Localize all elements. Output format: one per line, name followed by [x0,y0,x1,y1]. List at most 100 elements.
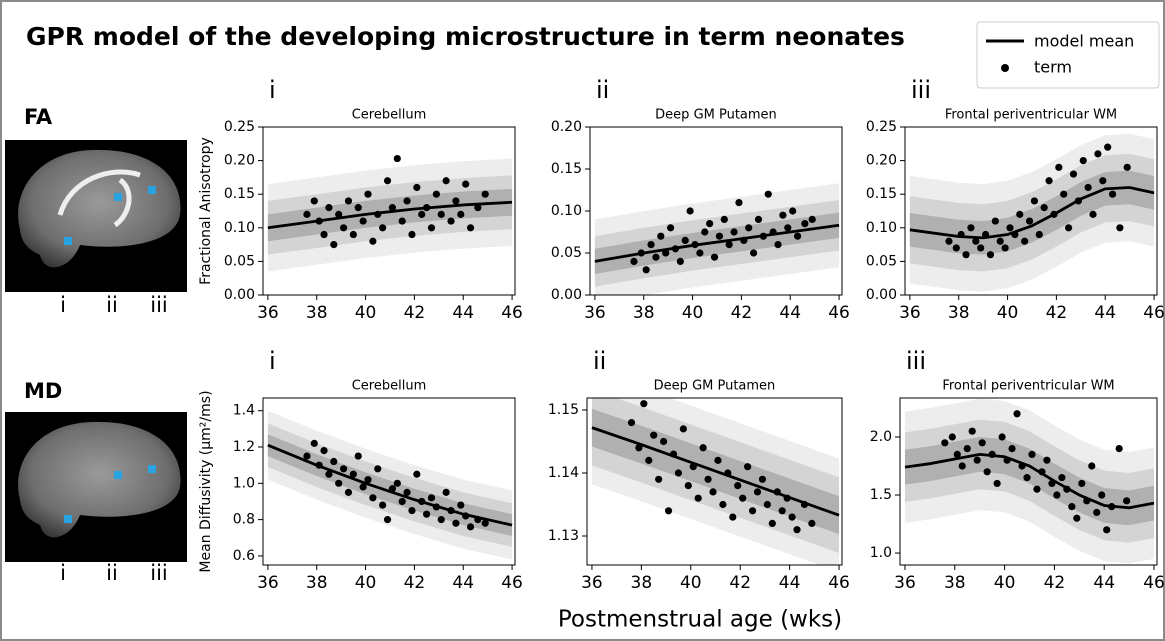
data-point [706,220,713,227]
data-point [730,228,737,235]
y-tick-label: 0.10 [551,203,582,219]
x-tick-label: 44 [1093,573,1115,593]
x-tick-label: 42 [729,573,751,593]
x-tick-label: 40 [994,573,1016,593]
data-point [1021,238,1028,245]
x-tick-label: 38 [948,303,970,323]
data-point [399,498,406,505]
data-point [443,489,450,496]
data-point [1070,170,1077,177]
x-tick-label: 38 [944,573,966,593]
y-tick-label: 0.15 [866,186,897,202]
data-point [1043,457,1050,464]
data-point [364,191,371,198]
data-point [1002,244,1009,251]
data-point [340,224,347,231]
x-tick-label: 46 [501,303,523,323]
data-point [696,249,703,256]
y-tick-label: 0.20 [551,119,582,135]
data-point [675,469,682,476]
x-tick-label: 44 [779,573,801,593]
data-point [438,516,445,523]
data-point [962,251,969,258]
data-point [735,199,742,206]
data-point [1099,177,1106,184]
data-point [709,488,716,495]
x-tick-label: 38 [631,573,653,593]
data-point [665,507,672,514]
data-point [408,507,415,514]
y-axis-label: Mean Diffusivity (µm²/ms) [198,390,214,572]
y-tick-label: 0.8 [233,512,255,528]
roi-label: ii [106,293,118,317]
data-point [967,224,974,231]
data-point [379,224,386,231]
data-point [394,155,401,162]
data-point [700,444,707,451]
data-point [750,249,757,256]
data-point [630,258,637,265]
data-point [1026,217,1033,224]
x-tick-label: 36 [894,573,916,593]
data-point [457,211,464,218]
data-point [1078,480,1085,487]
x-tick-label: 40 [355,303,377,323]
data-point [443,177,450,184]
data-point [645,457,652,464]
x-tick-label: 40 [682,303,704,323]
data-point [413,184,420,191]
data-point [1031,197,1038,204]
data-point [423,511,430,518]
data-point [1065,224,1072,231]
data-point [729,514,736,521]
data-point [360,217,367,224]
data-point [1109,191,1116,198]
data-point [428,224,435,231]
data-point [384,177,391,184]
roi-label: i [60,293,66,317]
data-point [714,457,721,464]
data-point [769,520,776,527]
data-point [1036,231,1043,238]
data-point [311,440,318,447]
data-point [1055,164,1062,171]
data-point [964,445,971,452]
y-tick-label: 1.13 [548,528,579,544]
data-point [745,224,752,231]
y-tick-label: 0.05 [551,245,582,261]
data-point [311,197,318,204]
data-point [764,501,771,508]
data-point [482,191,489,198]
y-tick-label: 1.5 [870,487,892,503]
data-point [303,211,310,218]
data-point [779,507,786,514]
legend: model mean term [977,22,1159,88]
data-point [345,197,352,204]
data-point [1045,177,1052,184]
x-tick-label: 40 [997,303,1019,323]
data-point [335,480,342,487]
figure: GPR model of the developing microstructu… [0,0,1165,641]
data-point [433,191,440,198]
y-tick-label: 1.2 [233,439,255,455]
data-point [462,181,469,188]
image-label: FA [24,105,53,129]
panel-title: Frontal periventricular WM [945,108,1117,123]
x-tick-label: 44 [452,303,474,323]
x-tick-label: 46 [1143,573,1165,593]
y-tick-label: 0.10 [866,220,897,236]
data-point [734,482,741,489]
data-point [801,220,808,227]
data-point [765,191,772,198]
data-point [1123,497,1130,504]
data-point [374,465,381,472]
panel-label: iii [911,76,931,104]
x-tick-label: 36 [581,573,603,593]
data-point [987,251,994,258]
x-tick-label: 36 [257,573,279,593]
y-tick-label: 0.20 [866,153,897,169]
x-tick-label: 42 [1044,573,1066,593]
data-point [650,432,657,439]
roi [114,193,122,201]
y-tick-label: 0.10 [224,220,255,236]
